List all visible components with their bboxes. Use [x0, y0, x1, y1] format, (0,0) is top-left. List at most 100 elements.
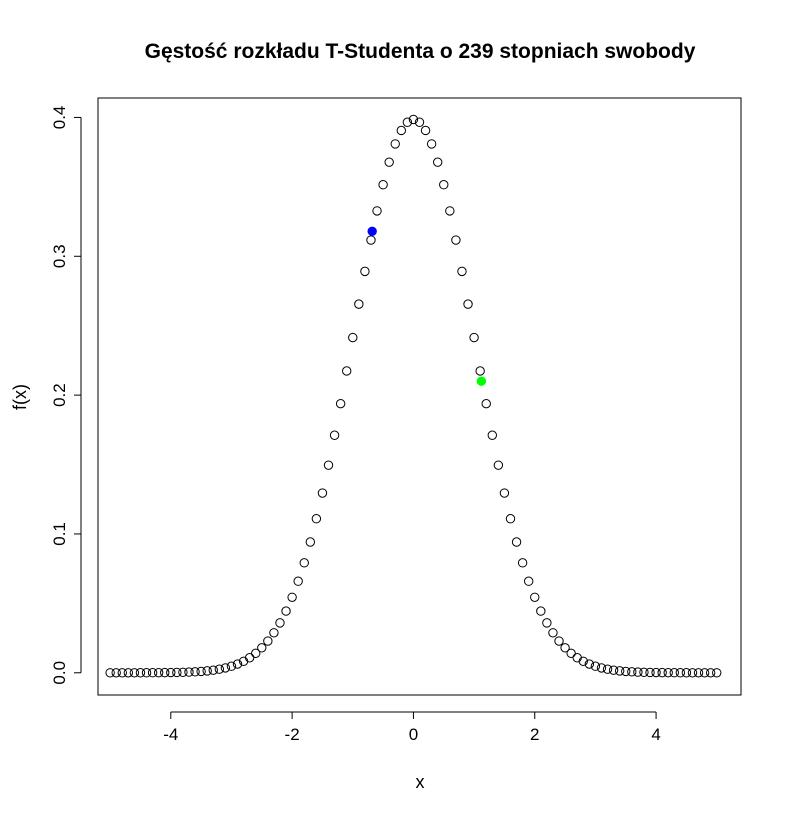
y-tick-label: 0.0: [50, 661, 69, 685]
density-point: [511, 537, 522, 547]
density-point: [651, 667, 661, 678]
x-axis: -4 -2 0 2 4: [163, 711, 661, 744]
density-point: [354, 299, 364, 309]
density-point: [190, 667, 200, 677]
density-point: [681, 668, 692, 678]
density-point: [566, 648, 576, 659]
density-point: [657, 667, 667, 678]
density-point: [705, 668, 716, 678]
density-point: [608, 665, 619, 675]
density-point: [457, 266, 467, 277]
density-point: [360, 266, 370, 277]
density-point: [160, 667, 170, 678]
density-point: [481, 398, 491, 409]
density-point: [645, 667, 655, 678]
density-point: [536, 606, 546, 616]
highlighted-points: [367, 226, 487, 386]
density-point: [323, 460, 334, 470]
density-point: [123, 668, 134, 678]
density-point: [335, 398, 346, 409]
density-point: [390, 139, 400, 149]
x-tick-label: 0: [409, 725, 418, 744]
density-point: [214, 664, 225, 674]
data-points: [105, 114, 722, 678]
density-point: [117, 668, 127, 678]
density-point: [129, 668, 140, 678]
density-point: [263, 636, 273, 646]
density-point: [196, 666, 206, 677]
density-point: [166, 667, 176, 678]
density-point: [269, 628, 279, 638]
density-point: [178, 667, 188, 678]
density-point: [420, 125, 431, 136]
density-point: [548, 628, 558, 638]
density-point: [402, 117, 413, 127]
density-point: [687, 668, 698, 678]
density-point: [226, 661, 237, 671]
chart-title: Gęstość rozkładu T-Studenta o 239 stopni…: [145, 40, 696, 63]
density-point: [614, 666, 625, 676]
x-tick-label: 2: [530, 725, 539, 744]
y-tick-label: 0.1: [50, 522, 69, 546]
density-point: [384, 157, 394, 167]
density-point: [408, 114, 419, 125]
density-point: [293, 576, 303, 586]
density-point: [202, 666, 212, 676]
density-point: [184, 667, 194, 677]
density-point: [505, 514, 516, 524]
density-point: [699, 668, 710, 678]
x-tick-label: -2: [285, 725, 300, 744]
density-point: [342, 366, 352, 376]
density-point: [147, 668, 158, 678]
plot-frame: [97, 97, 742, 696]
y-tick-label: 0.4: [50, 106, 69, 130]
y-axis-label: f(x): [10, 384, 30, 410]
x-axis-label: x: [416, 772, 425, 792]
density-point: [220, 663, 231, 673]
y-axis: 0.0 0.1 0.2 0.3 0.4: [50, 106, 82, 685]
density-point: [451, 235, 461, 245]
density-point: [445, 206, 455, 216]
density-point: [639, 667, 649, 678]
density-point: [172, 667, 182, 678]
density-point: [135, 668, 146, 678]
density-point: [141, 668, 152, 678]
density-point: [572, 653, 582, 663]
density-point: [251, 648, 261, 659]
x-tick-label: 4: [651, 725, 660, 744]
density-point: [378, 180, 388, 190]
density-point: [305, 537, 316, 547]
density-point: [621, 666, 631, 677]
density-point: [396, 125, 407, 136]
density-point: [111, 668, 121, 678]
density-point: [596, 663, 607, 673]
density-point: [281, 606, 291, 616]
density-point: [560, 643, 570, 653]
density-point: [530, 592, 540, 602]
density-point: [669, 668, 679, 678]
density-point: [590, 661, 601, 671]
density-point: [517, 558, 528, 568]
density-point: [463, 299, 473, 309]
density-point: [542, 618, 552, 628]
density-point: [153, 667, 164, 678]
density-point: [232, 659, 243, 669]
density-point: [366, 235, 376, 245]
density-point: [317, 488, 328, 498]
density-point: [663, 667, 673, 678]
density-point: [372, 206, 382, 216]
density-point: [208, 665, 218, 675]
x-tick-label: -4: [163, 725, 178, 744]
density-point: [493, 460, 504, 470]
density-point: [627, 667, 637, 677]
density-point: [244, 653, 255, 663]
density-point: [414, 117, 425, 127]
y-tick-label: 0.2: [50, 383, 69, 407]
density-point: [584, 659, 595, 669]
y-tick-label: 0.3: [50, 244, 69, 268]
density-point: [487, 430, 497, 440]
density-point: [633, 667, 643, 677]
density-point: [105, 668, 115, 678]
density-point: [257, 643, 267, 653]
